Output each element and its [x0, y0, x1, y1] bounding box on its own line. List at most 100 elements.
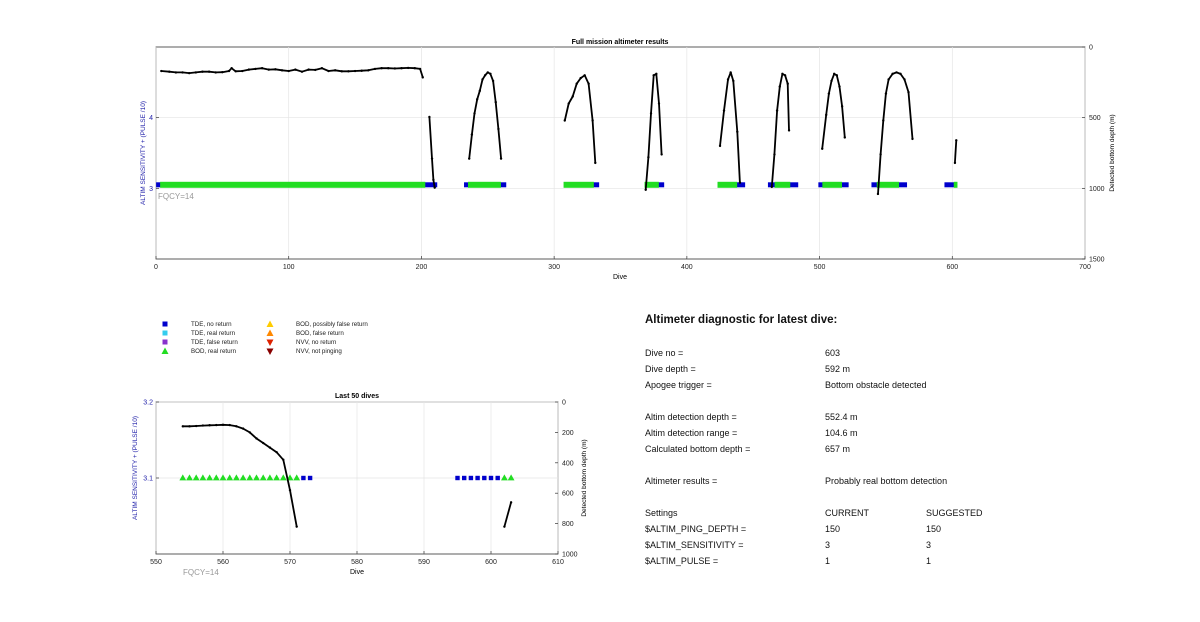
- depth-point: [907, 91, 910, 94]
- depth-point: [644, 188, 647, 191]
- depth-point: [287, 69, 290, 73]
- depth-point: [241, 69, 244, 73]
- tde-marker-band: [944, 182, 955, 188]
- depth-point: [491, 79, 495, 83]
- triangle-up-icon: [266, 329, 274, 336]
- depth-point: [353, 69, 357, 73]
- depth-point: [832, 72, 836, 76]
- depth-point: [778, 85, 781, 88]
- ping-depth-row: $ALTIM_PING_DEPTH = 150 150: [645, 524, 942, 534]
- bod-marker: [253, 474, 260, 481]
- bod-marker-band: [953, 181, 958, 188]
- y2-tick-label: 500: [1089, 115, 1101, 122]
- depth-point: [835, 74, 839, 77]
- bod-marker: [239, 474, 247, 481]
- bod-marker: [186, 474, 193, 481]
- bod-marker: [206, 474, 213, 481]
- depth-point: [215, 423, 218, 427]
- bod-marker-band: [876, 181, 900, 188]
- depth-point: [575, 82, 578, 85]
- depth-point: [254, 67, 257, 71]
- depth-point: [418, 67, 422, 71]
- depth-point: [770, 185, 773, 189]
- tde-marker-band: [657, 182, 665, 188]
- depth-point: [295, 525, 298, 528]
- depth-point: [247, 68, 251, 71]
- y-tick-label: 3: [149, 186, 153, 193]
- bod-marker-band: [717, 181, 738, 188]
- triangle-down-icon: [266, 348, 274, 355]
- x-tick-label: 200: [416, 264, 428, 271]
- detection-range-row: Altim detection range = 104.6 m: [645, 428, 858, 438]
- square-marker-icon: [162, 330, 168, 336]
- depth-point: [591, 119, 594, 122]
- x-tick-label: 580: [351, 559, 363, 566]
- depth-point: [563, 119, 566, 122]
- depth-point: [201, 424, 205, 427]
- depth-point: [221, 423, 225, 426]
- bod-marker: [501, 474, 508, 481]
- depth-point: [280, 69, 284, 72]
- x-tick-label: 590: [418, 559, 430, 566]
- depth-point: [483, 74, 487, 77]
- diagnostic-heading: Altimeter diagnostic for latest dive:: [645, 314, 838, 326]
- depth-point: [214, 71, 217, 74]
- triangle-up-icon: [161, 347, 169, 354]
- depth-point: [879, 153, 882, 156]
- depth-point: [333, 69, 337, 72]
- depth-point: [786, 82, 789, 85]
- dive-no-row: Dive no = 603: [645, 348, 841, 358]
- y-tick-label: 3.1: [143, 476, 153, 483]
- depth-line: [503, 502, 512, 527]
- depth-point: [657, 102, 661, 105]
- depth-point: [320, 67, 324, 70]
- depth-point: [567, 102, 570, 105]
- depth-point: [393, 67, 397, 70]
- depth-point: [300, 70, 304, 73]
- depth-point: [489, 72, 492, 76]
- depth-point: [499, 157, 503, 160]
- depth-point: [433, 186, 436, 189]
- depth-point: [255, 437, 258, 440]
- depth-point: [494, 100, 497, 104]
- x-tick-label: 400: [681, 264, 693, 271]
- depth-point: [468, 157, 471, 160]
- depth-point: [655, 72, 658, 76]
- depth-point: [400, 67, 403, 70]
- depth-point: [307, 68, 310, 71]
- depth-point: [840, 105, 844, 108]
- depth-point: [194, 71, 198, 74]
- tde-marker-band: [156, 182, 162, 188]
- depth-point: [660, 153, 663, 156]
- depth-point: [208, 424, 211, 427]
- depth-point: [783, 74, 787, 77]
- depth-point: [387, 67, 390, 70]
- y2-tick-label: 0: [562, 400, 566, 407]
- bod-marker: [293, 474, 301, 481]
- depth-point: [891, 72, 894, 76]
- bod-marker-band: [774, 181, 791, 188]
- bod-marker: [212, 474, 220, 481]
- bod-marker-band: [160, 181, 426, 188]
- depth-point: [347, 70, 350, 73]
- bod-marker: [507, 474, 515, 481]
- depth-point: [830, 79, 833, 83]
- depth-point: [181, 71, 184, 74]
- depth-point: [241, 427, 245, 430]
- depth-point: [234, 70, 237, 73]
- depth-point: [228, 423, 231, 427]
- bod-marker: [266, 474, 274, 481]
- depth-point: [227, 69, 231, 73]
- depth-point: [187, 71, 191, 75]
- depth-point: [895, 71, 898, 74]
- depth-point: [470, 133, 474, 136]
- bod-marker-band: [563, 181, 594, 188]
- tde-marker: [482, 475, 487, 481]
- tde-marker-band: [898, 182, 908, 188]
- depth-point: [267, 68, 271, 71]
- bod-marker: [226, 474, 234, 481]
- depth-point: [268, 446, 272, 449]
- depth-point: [475, 98, 479, 101]
- depth-point: [235, 425, 238, 428]
- plot-area: [155, 46, 1086, 260]
